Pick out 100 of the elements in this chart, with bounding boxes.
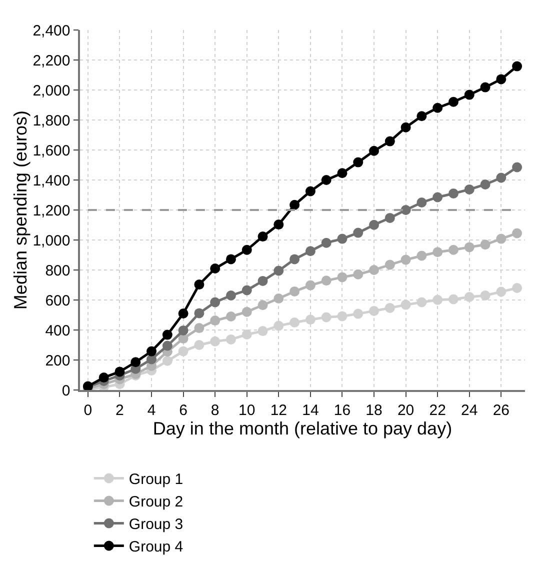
point	[353, 157, 364, 168]
point	[242, 330, 252, 340]
point	[98, 372, 109, 383]
x-tick-label: 6	[179, 402, 188, 419]
x-axis-title: Day in the month (relative to pay day)	[152, 418, 452, 439]
y-tick-label: 1,800	[32, 112, 70, 130]
point	[464, 242, 474, 252]
point	[130, 357, 141, 368]
point	[258, 300, 268, 310]
y-axis-title: Median spending (euros)	[10, 110, 31, 310]
point	[353, 228, 364, 238]
point	[194, 308, 204, 318]
x-tick-label: 18	[366, 402, 382, 419]
point	[448, 96, 458, 107]
x-tick-label: 10	[238, 402, 256, 419]
point	[290, 200, 300, 210]
x-tick-label: 26	[492, 402, 510, 419]
point	[512, 162, 522, 172]
point	[210, 316, 220, 326]
point	[384, 302, 395, 313]
y-tick-label: 600	[45, 292, 70, 310]
y-tick-label: 800	[45, 262, 70, 280]
point	[353, 269, 364, 280]
point	[210, 336, 220, 346]
legend-label: Group 4	[128, 538, 184, 556]
point	[226, 334, 236, 344]
point	[464, 90, 474, 100]
point	[305, 246, 316, 256]
point	[448, 188, 458, 198]
point	[321, 276, 332, 286]
point	[337, 311, 348, 322]
y-tick-label: 2,200	[32, 52, 70, 70]
point	[305, 186, 316, 196]
point	[448, 294, 458, 304]
point	[369, 146, 380, 156]
point	[353, 308, 364, 319]
point	[162, 330, 172, 340]
y-tick-label: 0	[62, 382, 70, 400]
point	[369, 265, 380, 275]
y-tick-label: 400	[45, 322, 70, 340]
point	[416, 198, 427, 208]
point	[400, 205, 411, 215]
legend-label: Group 1	[128, 471, 184, 488]
x-tick-label: 0	[84, 402, 92, 419]
y-tick-label: 1,200	[32, 202, 70, 220]
x-tick-label: 12	[270, 402, 288, 419]
point	[178, 346, 188, 356]
point	[162, 356, 172, 366]
point	[480, 290, 490, 300]
x-tick-label: 2	[116, 402, 124, 419]
point	[480, 240, 490, 250]
point	[178, 325, 188, 336]
x-tick-label: 24	[461, 402, 478, 419]
point	[464, 184, 474, 194]
point	[321, 312, 332, 322]
point	[274, 220, 284, 230]
point	[369, 306, 380, 316]
point	[337, 272, 348, 282]
point	[274, 320, 284, 331]
point	[226, 290, 236, 300]
point	[226, 254, 236, 264]
point	[226, 312, 236, 322]
point	[305, 280, 316, 290]
point	[194, 340, 204, 350]
legend-label: Group 3	[128, 516, 184, 534]
point	[242, 285, 252, 296]
point	[146, 346, 157, 356]
point	[258, 326, 268, 336]
point	[114, 366, 125, 377]
point	[480, 180, 490, 190]
point	[337, 168, 348, 178]
y-tick-label: 1,400	[32, 172, 70, 190]
y-tick-label: 2,400	[32, 22, 70, 40]
point	[305, 314, 316, 325]
point	[496, 172, 506, 183]
point	[416, 297, 427, 308]
point	[258, 232, 268, 242]
point	[258, 276, 268, 286]
x-tick-label: 4	[147, 402, 156, 419]
point	[432, 102, 443, 113]
point	[400, 122, 411, 132]
point	[162, 340, 172, 351]
y-tick-label: 200	[45, 352, 70, 370]
x-tick-label: 14	[302, 402, 319, 419]
point	[274, 294, 284, 304]
point	[512, 283, 522, 293]
x-tick-label: 16	[334, 402, 351, 419]
point	[384, 260, 395, 270]
point	[194, 323, 204, 334]
point	[178, 308, 188, 318]
point	[384, 212, 395, 223]
y-tick-label: 2,000	[32, 82, 70, 100]
point	[194, 280, 204, 290]
point	[400, 254, 411, 265]
point	[480, 82, 490, 92]
point	[384, 136, 395, 146]
point	[416, 250, 427, 261]
point	[290, 318, 300, 328]
point	[432, 294, 443, 305]
point	[210, 264, 220, 274]
